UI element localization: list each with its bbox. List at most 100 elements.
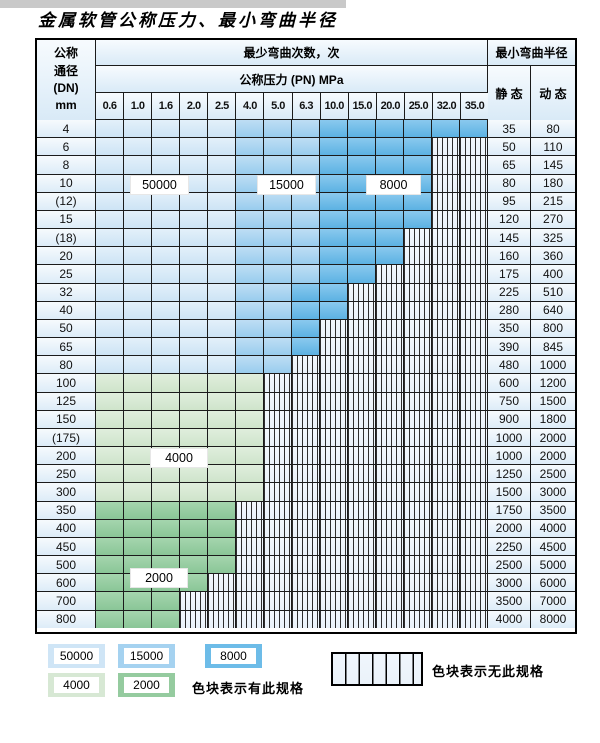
- spec-cell: [152, 283, 180, 301]
- no-spec-cell: [460, 338, 488, 356]
- dn-cell: 250: [37, 465, 96, 483]
- dynamic-radius-cell: 8000: [531, 610, 575, 628]
- spec-cell: [292, 247, 320, 265]
- no-spec-cell: [432, 410, 460, 428]
- header-radius: 最小弯曲半径: [488, 40, 575, 66]
- no-spec-cell: [292, 483, 320, 501]
- spec-cell: [264, 192, 292, 210]
- pressure-col-header: 10.0: [320, 93, 349, 120]
- dn-cell: 200: [37, 447, 96, 465]
- no-spec-cell: [432, 556, 460, 574]
- spec-cell: [348, 138, 376, 156]
- dynamic-radius-cell: 2000: [531, 428, 575, 447]
- spec-cell: [180, 265, 208, 283]
- spec-cell: [376, 120, 404, 138]
- dn-cell: (18): [37, 229, 96, 247]
- no-spec-cell: [432, 192, 460, 210]
- spec-cell: [348, 210, 376, 229]
- static-radius-cell: 390: [488, 338, 531, 356]
- no-spec-cell: [432, 465, 460, 483]
- spec-cell: [124, 519, 152, 537]
- spec-cell: [152, 465, 180, 483]
- spec-cell: [236, 283, 264, 301]
- zone-label: 4000: [151, 449, 207, 467]
- no-spec-cell: [404, 519, 432, 537]
- no-spec-cell: [264, 428, 292, 447]
- no-spec-cell: [376, 338, 404, 356]
- spec-cell: [124, 229, 152, 247]
- spec-cell: [96, 574, 124, 592]
- table-row: 8 65 145: [37, 156, 575, 175]
- no-spec-cell: [432, 392, 460, 410]
- no-spec-cell: [460, 556, 488, 574]
- no-spec-cell: [404, 283, 432, 301]
- pressure-col-header: 2.0: [180, 93, 209, 120]
- no-spec-cell: [348, 338, 376, 356]
- dn-cell: (175): [37, 428, 96, 447]
- no-spec-cell: [376, 301, 404, 319]
- no-spec-cell: [320, 537, 348, 556]
- page-title: 金属软管公称压力、最小弯曲半径: [38, 11, 338, 31]
- no-spec-cell: [320, 483, 348, 501]
- no-spec-cell: [432, 483, 460, 501]
- no-spec-cell: [264, 574, 292, 592]
- spec-cell: [96, 501, 124, 519]
- dynamic-radius-cell: 180: [531, 174, 575, 192]
- table-row: 500 2500 5000: [37, 556, 575, 575]
- static-radius-cell: 35: [488, 120, 531, 138]
- no-spec-cell: [404, 447, 432, 465]
- no-spec-cell: [432, 537, 460, 556]
- static-radius-cell: 1000: [488, 428, 531, 447]
- spec-cell: [376, 156, 404, 174]
- spec-cell: [180, 410, 208, 428]
- spec-cell: [320, 156, 348, 174]
- dynamic-radius-cell: 3000: [531, 483, 575, 501]
- no-spec-cell: [432, 447, 460, 465]
- no-spec-cell: [320, 374, 348, 392]
- no-spec-cell: [460, 319, 488, 338]
- static-radius-cell: 65: [488, 156, 531, 174]
- zone-label: 50000: [131, 176, 188, 194]
- no-spec-cell: [460, 465, 488, 483]
- spec-cell: [124, 192, 152, 210]
- spec-cell: [96, 247, 124, 265]
- dynamic-radius-cell: 215: [531, 192, 575, 210]
- top-strip-decoration: [0, 0, 346, 8]
- no-spec-cell: [348, 374, 376, 392]
- table-row: 6 50 110: [37, 138, 575, 157]
- spec-cell: [208, 483, 236, 501]
- spec-cell: [152, 265, 180, 283]
- spec-cell: [180, 537, 208, 556]
- spec-cell: [152, 138, 180, 156]
- no-spec-cell: [432, 592, 460, 610]
- pressure-col-header: 15.0: [348, 93, 377, 120]
- no-spec-cell: [376, 374, 404, 392]
- dn-cell: 400: [37, 519, 96, 537]
- spec-cell: [264, 283, 292, 301]
- dynamic-radius-cell: 325: [531, 229, 575, 247]
- no-spec-cell: [348, 556, 376, 574]
- no-spec-cell: [460, 428, 488, 447]
- no-spec-cell: [460, 192, 488, 210]
- spec-cell: [236, 192, 264, 210]
- no-spec-cell: [236, 592, 264, 610]
- static-radius-cell: 1250: [488, 465, 531, 483]
- no-spec-cell: [404, 428, 432, 447]
- no-spec-cell: [376, 592, 404, 610]
- no-spec-cell: [348, 592, 376, 610]
- spec-cell: [152, 356, 180, 374]
- dynamic-radius-cell: 5000: [531, 556, 575, 574]
- spec-cell: [96, 356, 124, 374]
- no-spec-cell: [376, 465, 404, 483]
- no-spec-cell: [460, 519, 488, 537]
- spec-cell: [208, 156, 236, 174]
- spec-cell: [236, 138, 264, 156]
- spec-cell: [264, 301, 292, 319]
- no-spec-cell: [460, 592, 488, 610]
- no-spec-cell: [460, 501, 488, 519]
- no-spec-cell: [292, 465, 320, 483]
- spec-cell: [432, 120, 460, 138]
- spec-cell: [208, 356, 236, 374]
- spec-cell: [152, 537, 180, 556]
- table-row: 100 600 1200: [37, 374, 575, 393]
